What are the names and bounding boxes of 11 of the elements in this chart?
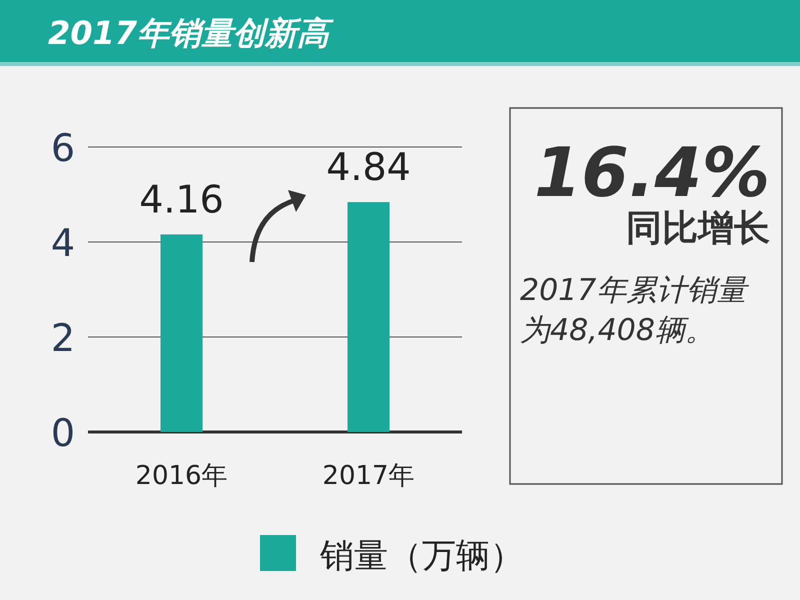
y-tick-label: 4 bbox=[50, 221, 76, 265]
x-tick-label: 2017年 bbox=[322, 461, 415, 491]
text: 2017年累计销量为48,408辆。 bbox=[520, 273, 750, 348]
data-label: 4.84 bbox=[326, 145, 411, 190]
x-tick-label: 2016年 bbox=[135, 461, 228, 491]
chart-title: 2017年销量创新高 bbox=[48, 14, 334, 52]
y-tick-label: 2 bbox=[50, 316, 76, 360]
y-tick-label: 6 bbox=[50, 126, 76, 170]
data-label: 4.16 bbox=[139, 177, 224, 222]
legend-label: 销量（万辆） bbox=[319, 536, 524, 576]
y-tick-label: 0 bbox=[50, 411, 76, 455]
